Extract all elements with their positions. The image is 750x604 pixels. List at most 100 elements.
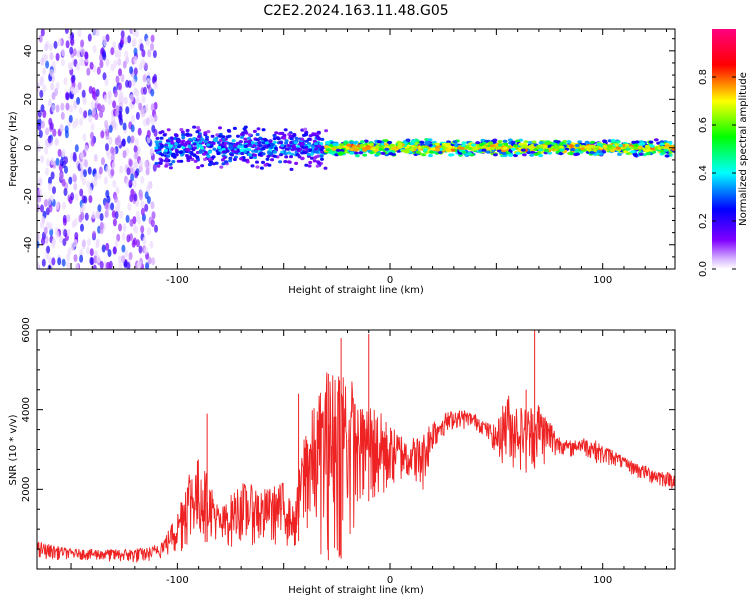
snr-x-tick-label: -100 <box>166 575 189 586</box>
spectrogram-cell <box>247 136 251 140</box>
spectrogram-cell <box>339 151 344 155</box>
spectrogram-cell <box>461 141 467 145</box>
spectrogram-cell <box>88 115 93 123</box>
spectrogram-cell <box>117 58 122 66</box>
spectrogram-cell <box>104 209 109 218</box>
spectrogram-y-label: Frequency (Hz) <box>8 111 19 187</box>
spectrogram-cell <box>81 239 86 248</box>
spectrogram-cell <box>528 146 534 150</box>
spectrogram-cell <box>37 233 40 242</box>
spectrogram-cell <box>108 136 113 145</box>
spectrogram-cell <box>316 136 321 140</box>
spectrogram-cell <box>255 132 260 137</box>
spectrogram-cell <box>174 133 179 138</box>
spectrogram-cell <box>553 144 559 148</box>
spectrogram-cell <box>252 129 257 133</box>
spectrogram-cell <box>228 159 233 163</box>
spectrogram-cell <box>375 152 381 156</box>
spectrogram-cell <box>228 156 233 160</box>
spectrogram-cell <box>269 145 274 150</box>
spectrogram-cell <box>86 238 91 247</box>
spectrogram-cell <box>283 128 288 132</box>
spectrogram-cell <box>96 66 101 75</box>
spectrogram-cell <box>108 124 113 133</box>
spectrogram-cell <box>120 30 125 39</box>
spectrogram-cell <box>61 149 66 158</box>
spectrogram-cell <box>43 226 48 235</box>
spectrogram-cell <box>323 145 329 149</box>
spectrogram-cell <box>169 144 173 148</box>
spectrogram-cell <box>573 152 579 157</box>
spectrogram-cell <box>88 195 93 204</box>
spectrogram-cell <box>54 138 59 146</box>
spectrogram-cell <box>187 155 192 159</box>
spectrogram-cell <box>114 239 119 248</box>
spectrogram-cell <box>44 53 48 62</box>
spectrogram-cell <box>250 141 255 145</box>
spectrogram-cell <box>150 88 155 97</box>
spectrogram-y-tick-label: 20 <box>23 93 34 106</box>
spectrogram-cell <box>289 155 293 159</box>
spectrogram-cell <box>353 151 359 155</box>
spectrogram-cell <box>121 244 126 253</box>
spectrogram-cell <box>86 67 91 76</box>
spectrogram-cell <box>118 223 122 232</box>
spectrogram-cell <box>284 155 289 159</box>
spectrogram-cell <box>160 144 165 148</box>
spectrogram-cell <box>349 151 355 155</box>
spectrogram-cell <box>73 239 78 247</box>
spectrogram-cell <box>257 153 262 157</box>
colorbar-tick-label: 0.4 <box>698 165 709 181</box>
spectrogram-cell <box>319 154 324 158</box>
spectrogram-cell <box>485 146 491 150</box>
spectrogram-cell <box>210 134 215 138</box>
spectrogram-cell <box>630 150 635 154</box>
spectrogram-cell <box>84 144 89 153</box>
spectrogram-cell <box>179 128 184 132</box>
spectrogram-cell <box>128 101 133 110</box>
spectrogram-cell <box>117 49 122 58</box>
spectrogram-cell <box>48 98 52 107</box>
spectrogram-cell <box>518 142 524 146</box>
snr-data <box>37 330 675 563</box>
spectrogram-cell <box>164 157 169 161</box>
spectrogram-x-tick-label: 0 <box>387 275 393 286</box>
spectrogram-cell <box>261 146 266 150</box>
spectrogram-cell <box>289 141 294 145</box>
spectrogram-cell <box>40 29 45 37</box>
spectrogram-cell <box>180 140 184 144</box>
spectrogram-cell <box>126 167 131 176</box>
spectrogram-cell <box>157 146 162 150</box>
spectrogram-cell <box>592 149 598 153</box>
spectrogram-cell <box>128 252 133 260</box>
spectrogram-cell <box>344 146 350 150</box>
spectrogram-cell <box>155 136 160 140</box>
spectrogram-cell <box>286 143 291 148</box>
spectrogram-y-tick-label: 0 <box>23 145 34 151</box>
spectrogram-cell <box>42 110 47 118</box>
spectrogram-x-tick-label: 100 <box>593 275 612 286</box>
spectrogram-cell <box>55 157 60 166</box>
spectrogram-cell <box>237 145 242 149</box>
spectrogram-cell <box>38 130 43 138</box>
spectrogram-cell <box>99 221 104 230</box>
spectrogram-cell <box>219 165 224 169</box>
colorbar-tick-label: 0.6 <box>698 117 709 133</box>
spectrogram-cell <box>366 146 372 150</box>
spectrogram-cell <box>72 153 77 162</box>
spectrogram-cell <box>49 69 54 77</box>
spectrogram-cell <box>538 141 544 145</box>
snr-y-ticks: 2000 4000 6000 <box>21 317 675 570</box>
spectrogram-cell <box>479 143 484 147</box>
spectrogram-cell <box>130 124 135 133</box>
spectrogram-cell <box>124 50 129 59</box>
spectrogram-cell <box>405 150 410 154</box>
spectrogram-cell <box>205 135 209 139</box>
spectrogram-cell <box>130 173 135 182</box>
spectrogram-cell <box>105 58 110 67</box>
spectrogram-cell <box>192 125 197 129</box>
spectrogram-cell <box>288 134 293 138</box>
spectrogram-cell <box>82 133 87 142</box>
spectrogram-cell <box>303 127 308 131</box>
spectrogram-cell <box>160 130 165 134</box>
